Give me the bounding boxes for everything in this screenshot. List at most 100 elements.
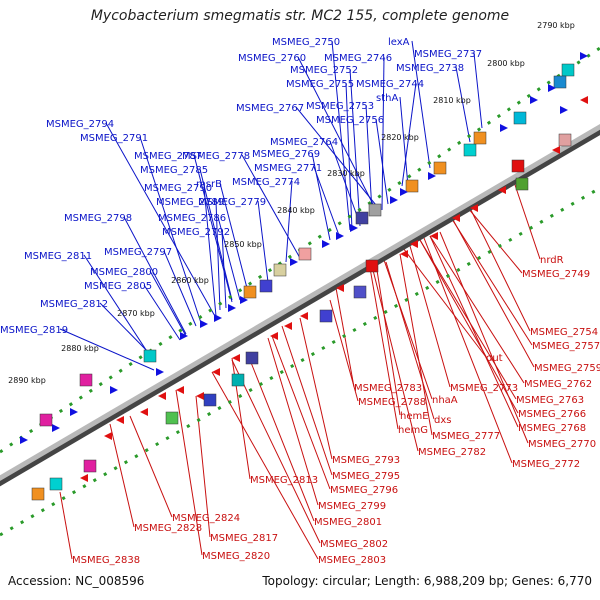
plus-strand-feature — [390, 196, 398, 204]
plus-strand-feature — [500, 124, 508, 132]
minus-gene-leader — [383, 259, 433, 400]
plus-strand-feature — [553, 75, 567, 89]
minus-strand-feature — [158, 392, 166, 400]
gene-features — [20, 52, 588, 501]
plus-gene-leader — [295, 106, 381, 211]
plus-gene-leader — [241, 154, 301, 259]
minus-strand-feature — [353, 285, 367, 299]
kbp-tick-label: 2880 kbp — [61, 344, 99, 353]
minus-gene-leader — [439, 231, 529, 444]
plus-gene-label: MSMEG_2756 — [316, 115, 384, 126]
tick-ring-inner — [0, 186, 600, 537]
minus-strand-feature — [270, 332, 278, 340]
plus-gene-label: MSMEG_2805 — [84, 281, 152, 292]
plus-strand-feature — [368, 203, 382, 217]
plus-gene-label: MSMEG_2819 — [0, 325, 68, 336]
plus-gene-leader — [257, 200, 269, 283]
plus-gene-label: MSMEG_2750 — [272, 37, 340, 48]
minus-gene-label: dxs — [434, 415, 451, 426]
minus-gene-label: MSMEG_2759 — [534, 363, 600, 374]
plus-gene-label: MSMEG_2755 — [286, 79, 354, 90]
minus-strand-feature — [80, 474, 88, 482]
minus-gene-label: hemE — [400, 411, 429, 422]
plus-gene-label: MSMEG_2744 — [356, 79, 424, 90]
minus-gene-label: MSMEG_2824 — [172, 513, 240, 524]
plus-gene-label: MSMEG_2792 — [162, 227, 230, 238]
plus-gene-leader — [199, 168, 233, 301]
minus-gene-label: MSMEG_2828 — [134, 523, 202, 534]
kbp-tick-label: 2870 kbp — [117, 309, 155, 318]
plus-gene-label: MSMEG_2811 — [24, 251, 92, 262]
minus-gene-leader — [449, 215, 533, 346]
plus-gene-label: MSMEG_2797 — [104, 247, 172, 258]
minus-gene-leader — [467, 207, 523, 274]
minus-gene-leader — [249, 359, 315, 522]
plus-gene-label: MSMEG_2737 — [414, 49, 482, 60]
minus-gene-label: MSMEG_2793 — [332, 455, 400, 466]
minus-strand-feature — [515, 177, 529, 191]
kbp-tick-label: 2790 kbp — [537, 21, 575, 30]
plus-gene-leader — [285, 180, 293, 263]
minus-strand-feature — [49, 477, 63, 491]
plus-strand-feature — [580, 52, 588, 60]
plus-gene-leader — [331, 40, 351, 231]
minus-gene-label: MSMEG_2788 — [358, 397, 426, 408]
plus-gene-label: MSMEG_2738 — [396, 63, 464, 74]
minus-strand-feature — [452, 214, 460, 222]
plus-strand-feature — [143, 349, 157, 363]
minus-strand-feature — [31, 487, 45, 501]
minus-gene-label: MSMEG_2768 — [518, 423, 586, 434]
plus-strand-feature — [290, 258, 298, 266]
genome-backbone — [0, 123, 600, 487]
kbp-tick-label: 2820 kbp — [381, 133, 419, 142]
minus-gene-label: MSMEG_2783 — [354, 383, 422, 394]
minus-gene-label: MSMEG_2820 — [202, 551, 270, 562]
plus-strand-feature — [298, 247, 312, 261]
minus-strand-feature — [140, 408, 148, 416]
plus-gene-label: MSMEG_2769 — [252, 149, 320, 160]
minus-gene-leader — [371, 265, 419, 452]
plus-gene-leader — [311, 152, 331, 241]
minus-gene-label: MSMEG_2754 — [530, 327, 598, 338]
minus-strand-feature — [231, 373, 245, 387]
plus-gene-label: MSMEG_2794 — [46, 119, 114, 130]
minus-gene-leader — [299, 317, 333, 460]
minus-gene-leader — [423, 237, 513, 464]
plus-gene-leader — [193, 154, 233, 303]
minus-gene-leader — [271, 335, 331, 490]
plus-strand-feature — [214, 314, 222, 322]
minus-strand-feature — [245, 351, 259, 365]
kbp-tick-label: 2810 kbp — [433, 96, 471, 105]
minus-gene-leader — [451, 217, 535, 368]
minus-gene-label: MSMEG_2817 — [210, 533, 278, 544]
minus-gene-leader — [385, 261, 435, 420]
plus-strand-feature — [52, 424, 60, 432]
map-title: Mycobacterium smegmatis str. MC2 155, co… — [90, 8, 510, 24]
plus-strand-feature — [336, 232, 344, 240]
minus-strand-feature — [319, 309, 333, 323]
plus-gene-label: MSMEG_2752 — [290, 65, 358, 76]
minus-strand-feature — [498, 186, 506, 194]
plus-gene-leader — [219, 182, 249, 293]
minus-strand-feature — [176, 386, 184, 394]
plus-strand-feature — [79, 373, 93, 387]
plus-gene-leader — [313, 166, 341, 239]
minus-strand-feature — [212, 368, 220, 376]
plus-gene-label: MSMEG_2812 — [40, 299, 108, 310]
plus-gene-label: MSMEG_2767 — [236, 103, 304, 114]
minus-strand-feature — [580, 96, 588, 104]
plus-gene-label: MSMEG_2778 — [182, 151, 250, 162]
plus-gene-label: lexA — [388, 37, 410, 48]
kbp-tick-label: 2890 kbp — [8, 376, 46, 385]
plus-gene-leader — [345, 82, 353, 231]
minus-gene-label: MSMEG_2766 — [518, 409, 586, 420]
minus-gene-label: MSMEG_2813 — [250, 475, 318, 486]
minus-strand-feature — [116, 416, 124, 424]
minus-gene-label: hemG — [398, 425, 428, 436]
minus-strand-feature — [470, 204, 478, 212]
minus-gene-label: MSMEG_2763 — [516, 395, 584, 406]
minus-gene-leader — [231, 359, 321, 544]
plus-strand-feature — [548, 84, 556, 92]
minus-gene-label: MSMEG_2799 — [318, 501, 386, 512]
